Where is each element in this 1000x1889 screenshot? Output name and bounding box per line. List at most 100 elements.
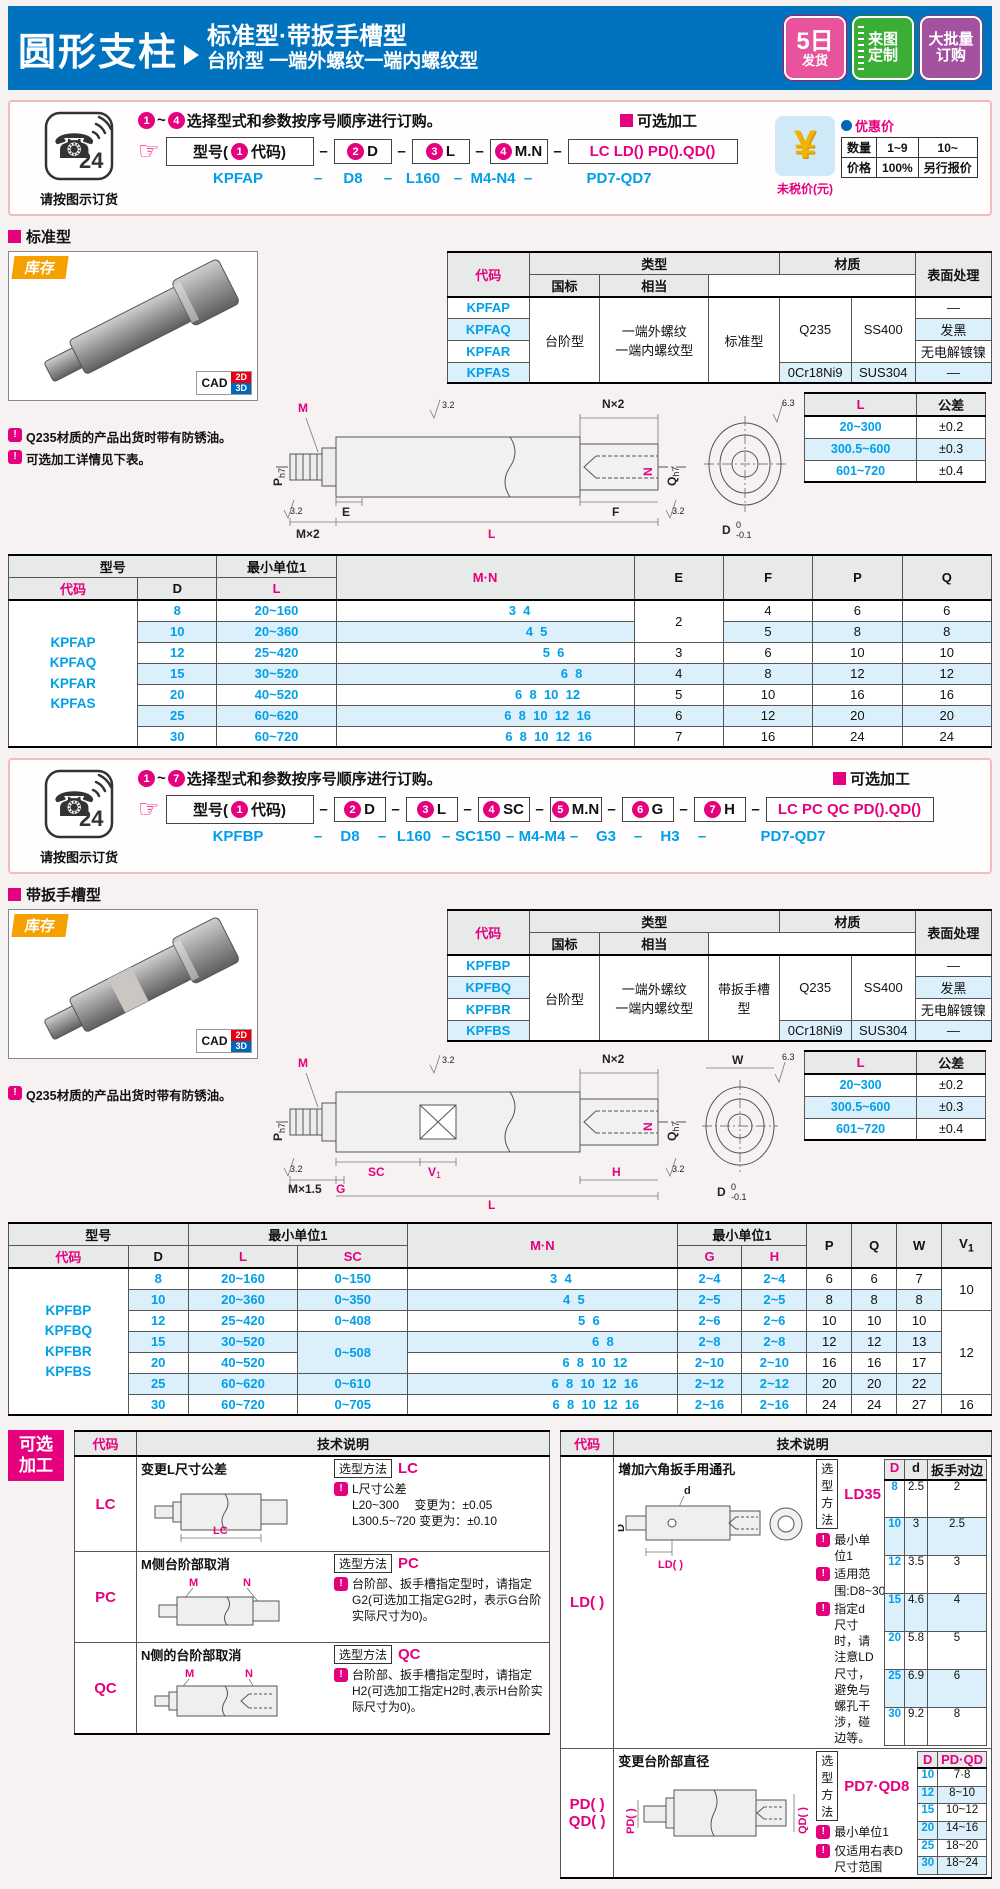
cell-l: 30~520 — [216, 662, 337, 685]
cell-style: 标准型 — [708, 296, 780, 384]
cell-g: 2~10 — [676, 1351, 743, 1374]
cell-l: 25~420 — [187, 1309, 299, 1332]
dash: – — [553, 143, 562, 160]
svg-text:0: 0 — [736, 520, 741, 530]
instruction-text: 选择型式和参数按序号顺序进行订购。 — [186, 771, 442, 788]
dimension-table-wrench: 型号 最小单位1 M·N 最小单位1 P Q W V1 代码 D L SC G … — [8, 1222, 992, 1416]
optional-codes-box: LC PC QC PD().QD() — [765, 797, 934, 822]
cell-q: 12 — [851, 1330, 898, 1353]
cell-surface: 发黑 — [914, 317, 993, 341]
example-part: PD7-QD7 — [760, 828, 826, 845]
cell-surface: 无电解镀镍 — [914, 339, 993, 363]
dash: – — [679, 801, 688, 818]
cell-material-gb: 0Cr18Ni9 — [778, 1019, 852, 1042]
cell-tol: ±0.2 — [916, 1073, 986, 1097]
cell-f: 6 — [722, 641, 814, 664]
cell-g: 2~8 — [676, 1330, 743, 1353]
param-box-mn: 4 M.N — [489, 139, 548, 164]
cell-p: 16 — [806, 1351, 853, 1374]
table-row: 20~300 ±0.2 — [803, 415, 986, 439]
cell-mn: 6 8 10 12 16 — [335, 725, 635, 748]
note-icon — [816, 1567, 831, 1582]
table-row: 300.5~600 ±0.3 — [803, 1095, 986, 1119]
table-row: KPFBQ 发黑 — [447, 975, 993, 999]
table-row: KPFAP 台阶型 一端外螺纹 一端内螺纹型 标准型 Q235 SS400 — — [447, 296, 993, 384]
example-part: L160 — [396, 828, 432, 845]
cell-tol: ±0.2 — [916, 415, 986, 439]
table-row: 601~720 ±0.4 — [803, 459, 986, 483]
svg-text:N: N — [641, 1122, 655, 1131]
cell-mn: 3 4 — [407, 1267, 678, 1290]
cell-mn: 6 8 10 12 — [407, 1351, 678, 1374]
step-number: 4 — [494, 143, 512, 160]
cell-code: KPFBS — [447, 1019, 530, 1042]
dash: – — [391, 801, 400, 818]
cell-f: 10 — [722, 683, 814, 706]
svg-text:Ph7: Ph7 — [271, 1123, 287, 1141]
table-row: 8 2.5 2 — [884, 1479, 988, 1519]
cell-code: KPFAS — [447, 361, 530, 384]
order-example: KPFAP – D8 – L160 – M4-N4 – PD7-QD7 — [164, 170, 767, 187]
cell-d: 20 — [127, 1351, 189, 1374]
table-row: PC M侧台阶部取消 M N — [74, 1551, 550, 1643]
product-photo-wrench: 库存 CAD — [8, 909, 258, 1059]
badge-bulk-order: 大批量 订购 — [920, 16, 982, 80]
cell-option-code: QC — [74, 1642, 137, 1735]
pointing-hand-icon: ☞ — [138, 795, 160, 823]
cell-q: 16 — [901, 683, 993, 706]
standard-type-block: 库存 CAD 2D 3D — [8, 251, 993, 544]
cell-q: 8 — [851, 1288, 898, 1311]
cell-code: KPFBR — [447, 997, 530, 1021]
table-row: 10 3 2.5 — [884, 1517, 988, 1557]
cell-tol: ±0.4 — [916, 1117, 986, 1141]
cell-q: 10 — [901, 641, 993, 664]
svg-text:L: L — [488, 1198, 495, 1212]
example-part: G3 — [595, 828, 616, 845]
cell-type: 台阶型 — [528, 954, 601, 1042]
phone-24h-icon: ☎ 24 — [44, 111, 114, 181]
table-row: KPFAQ 发黑 — [447, 317, 993, 341]
product-photo-cylinder — [44, 259, 239, 382]
cell-e: 3 — [633, 641, 724, 664]
cell-q: 24 — [851, 1393, 898, 1416]
table-row: LD( ) 增加六角扳手用通孔 d — [559, 1455, 992, 1750]
cell-p: 20 — [812, 704, 903, 727]
price-panel: ¥ 未税价(元) 优惠价 数量 1~9 10~ 价格 100% 另行报价 — [775, 110, 980, 208]
svg-text:6.3: 6.3 — [782, 1052, 794, 1062]
cell-code: KPFAP — [447, 296, 530, 319]
note-icon — [8, 428, 22, 442]
table-row: QC N侧的台阶部取消 M N — [74, 1642, 550, 1735]
svg-text:M×1.5: M×1.5 — [288, 1182, 322, 1196]
price-table: 数量 1~9 10~ 价格 100% 另行报价 — [840, 137, 978, 178]
cell-sc: 0~350 — [297, 1288, 409, 1311]
service-badges: 5日 发货 来图 定制 大批量 订购 — [784, 16, 982, 80]
page-title: 圆形支柱 — [18, 31, 179, 74]
cell-v1: 12 — [941, 1309, 992, 1395]
table-row: KPFBP 台阶型 一端外螺纹 一端内螺纹型 带扳手槽型 Q235 SS400 … — [447, 954, 993, 1042]
svg-text:LD( ): LD( ) — [658, 1559, 683, 1571]
cell-surface: — — [914, 1019, 993, 1042]
cell-material-gb: Q235 — [778, 954, 852, 1021]
cell-p: 8 — [812, 620, 903, 643]
cell-mn: 5 6 — [335, 641, 635, 664]
table-row: KPFAP KPFAQ KPFAR KPFAS 8 20~160 3 4 2 4… — [7, 599, 993, 748]
wrench-type-block: 库存 CAD — [8, 909, 993, 1212]
cell-l: 25~420 — [216, 641, 337, 664]
model-box: 型号(1 代码) — [165, 795, 314, 824]
cell-q: 24 — [901, 725, 993, 748]
cell-g: 2~6 — [676, 1309, 743, 1332]
optional-table-left: 代码 技术说明 LC 变更L尺寸公差 — [74, 1430, 550, 1735]
svg-text:D: D — [717, 1185, 726, 1199]
subtitle-top: 标准型·带扳手槽型 — [207, 23, 408, 51]
table-row: 12 25~420 0~408 5 6 2~6 2~6 10 10 10 12 — [9, 1309, 992, 1395]
table-row: 代码 D L — [7, 577, 992, 601]
svg-text:M: M — [298, 1056, 308, 1070]
cell-material-gb: 0Cr18Ni9 — [778, 361, 852, 384]
cell-w: 7 — [896, 1267, 943, 1290]
note-icon — [816, 1825, 831, 1840]
cell-d: 8 — [127, 1267, 189, 1290]
table-row: L 公差 — [803, 1050, 986, 1075]
cell-code: KPFBQ — [447, 975, 530, 999]
